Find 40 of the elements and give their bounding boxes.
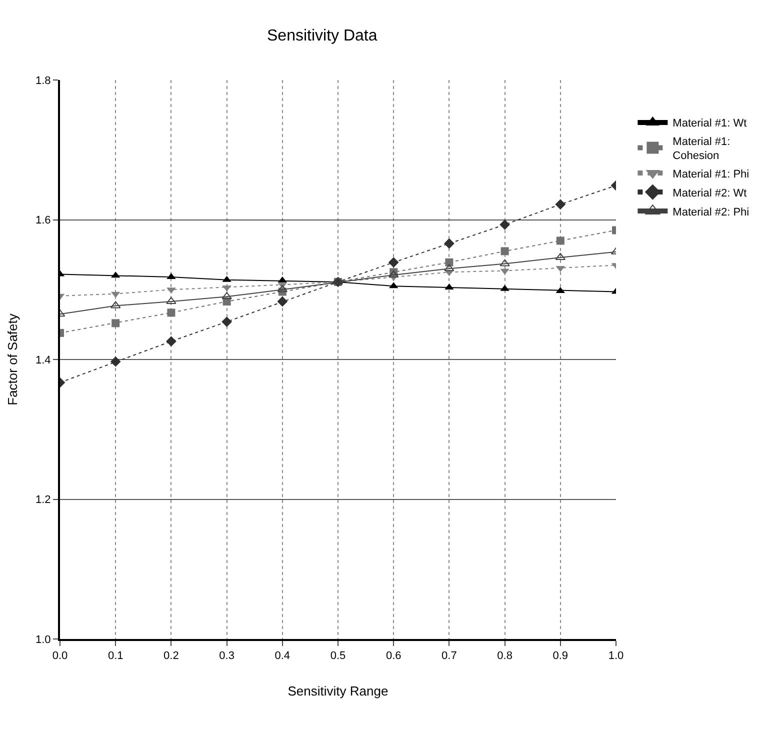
- point: [500, 259, 510, 266]
- legend-label: Material #2: Phi: [672, 206, 750, 218]
- legend-label: Material #2: Wt: [672, 187, 747, 200]
- x-tick-label: 0.6: [386, 650, 402, 662]
- x-tick-label: 0.3: [219, 650, 234, 662]
- x-tick-label: 0.0: [52, 650, 68, 662]
- point: [277, 296, 288, 307]
- point: [166, 336, 176, 347]
- point: [112, 319, 120, 328]
- y-tick-label: 1.6: [36, 214, 51, 227]
- point: [222, 316, 232, 327]
- y-tick-label: 1.4: [36, 354, 51, 366]
- legend-label: Material #1: Wt: [672, 118, 747, 130]
- legend-label: Material #1: Cohesion: [672, 136, 730, 162]
- chart-title: Sensitivity Data: [267, 27, 378, 44]
- x-tick-label: 1.0: [608, 650, 624, 662]
- point: [555, 199, 566, 210]
- point: [388, 257, 399, 268]
- point: [222, 292, 232, 300]
- point: [500, 247, 509, 256]
- x-axis-title: Sensitivity Range: [288, 683, 388, 698]
- point: [445, 258, 454, 266]
- point: [167, 308, 176, 317]
- x-tick-label: 0.5: [330, 650, 346, 662]
- point: [110, 356, 121, 367]
- point: [444, 238, 454, 249]
- y-tick-label: 1.0: [36, 634, 51, 646]
- y-tick-label: 1.2: [36, 494, 51, 506]
- point: [500, 219, 510, 230]
- point: [444, 264, 454, 272]
- x-tick-label: 0.1: [108, 650, 124, 662]
- x-tick-label: 0.4: [274, 650, 290, 662]
- y-axis-title: Factor of Safety: [4, 313, 20, 406]
- x-tick-label: 0.8: [497, 650, 512, 662]
- x-tick-label: 0.2: [164, 650, 179, 662]
- point: [556, 236, 564, 245]
- x-tick-label: 0.9: [552, 650, 568, 662]
- legend-label: Material #1: Phi: [672, 168, 750, 180]
- x-tick-label: 0.7: [442, 650, 457, 662]
- y-tick-label: 1.8: [36, 74, 51, 87]
